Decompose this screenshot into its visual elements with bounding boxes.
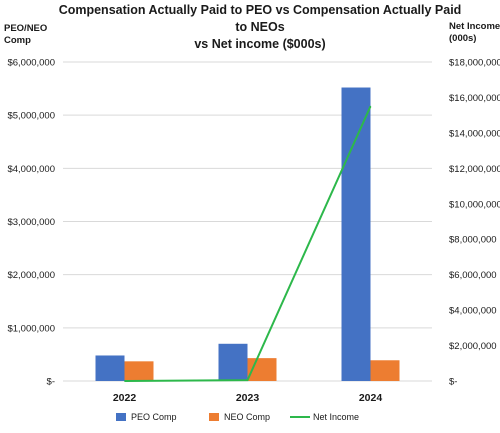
- right-tick-label: $4,000,000: [449, 306, 497, 317]
- right-axis-label: Net Income (000s): [449, 21, 500, 45]
- peo-comp-bar: [218, 343, 248, 381]
- left-tick-label: $6,000,000: [7, 58, 55, 69]
- left-axis-label-line-2: Comp: [4, 35, 31, 46]
- left-tick-label: $4,000,000: [7, 164, 55, 175]
- right-tick-label: $10,000,000: [449, 199, 500, 210]
- peo-comp-bar: [95, 355, 125, 381]
- right-tick-label: $2,000,000: [449, 341, 497, 352]
- right-tick-label: $-: [449, 377, 457, 388]
- legend-swatch-neo-comp: [209, 413, 219, 421]
- peo-comp-bar: [341, 87, 371, 382]
- neo-comp-bar: [370, 360, 400, 381]
- legend-label-net-income: Net Income: [313, 412, 359, 422]
- right-tick-label: $8,000,000: [449, 235, 497, 246]
- legend-label-neo-comp: NEO Comp: [224, 412, 270, 422]
- right-tick-label: $12,000,000: [449, 164, 500, 175]
- left-tick-label: $-: [47, 377, 55, 388]
- net-income-line: [124, 105, 372, 382]
- left-tick-label: $1,000,000: [7, 323, 55, 334]
- category-label: 2023: [236, 392, 260, 404]
- right-axis-label-line-2: (000s): [449, 33, 477, 44]
- category-label: 2022: [113, 392, 137, 404]
- net-income-point: [124, 380, 125, 382]
- left-tick-label: $2,000,000: [7, 270, 55, 281]
- right-tick-label: $18,000,000: [449, 58, 500, 69]
- left-tick-label: $5,000,000: [7, 111, 55, 122]
- chart-title-line-3: vs Net income ($000s): [194, 37, 326, 51]
- net-income-point: [370, 105, 371, 107]
- left-tick-label: $3,000,000: [7, 217, 55, 228]
- category-label: 2024: [359, 392, 383, 404]
- neo-comp-bar: [124, 361, 154, 381]
- legend-swatch-peo-comp: [116, 413, 126, 421]
- left-axis-label: PEO/NEO Comp: [4, 23, 64, 47]
- legend-label-peo-comp: PEO Comp: [131, 412, 177, 422]
- chart-title: Compensation Actually Paid to PEO vs Com…: [50, 2, 470, 53]
- right-axis-label-line-1: Net Income: [449, 21, 500, 32]
- right-tick-label: $6,000,000: [449, 270, 497, 281]
- net-income-point: [247, 379, 248, 381]
- chart-title-line-2: to NEOs: [235, 20, 285, 34]
- left-axis-label-line-1: PEO/NEO: [4, 23, 48, 34]
- chart-title-line-1: Compensation Actually Paid to PEO vs Com…: [58, 3, 462, 17]
- right-tick-label: $16,000,000: [449, 93, 500, 104]
- right-tick-label: $14,000,000: [449, 128, 500, 139]
